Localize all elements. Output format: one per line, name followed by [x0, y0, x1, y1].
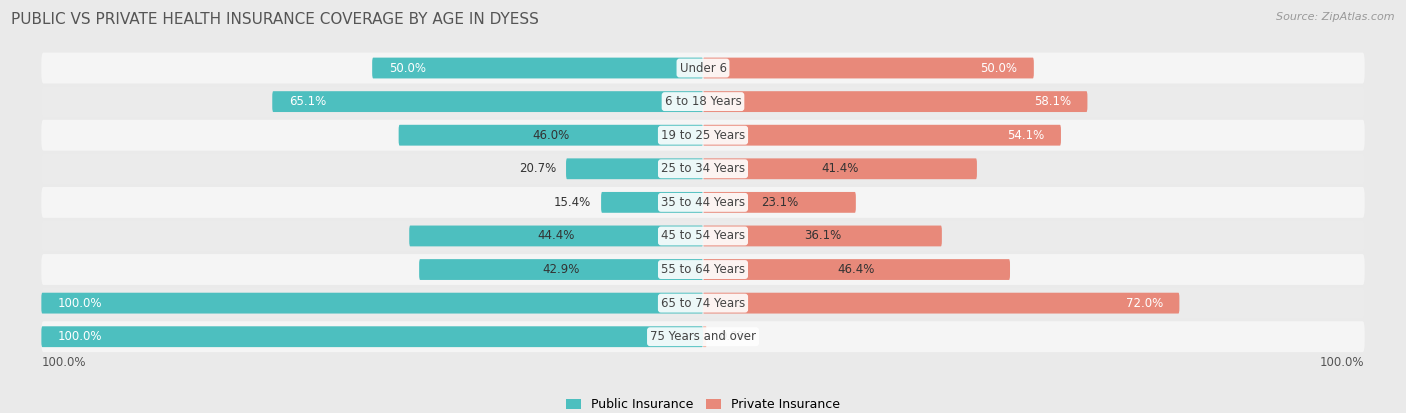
FancyBboxPatch shape [41, 293, 703, 313]
FancyBboxPatch shape [41, 52, 1365, 83]
Text: 65.1%: 65.1% [288, 95, 326, 108]
Text: 55 to 64 Years: 55 to 64 Years [661, 263, 745, 276]
Text: 0.0%: 0.0% [720, 330, 749, 343]
Text: 54.1%: 54.1% [1007, 129, 1045, 142]
FancyBboxPatch shape [41, 321, 1365, 352]
Text: Under 6: Under 6 [679, 62, 727, 74]
FancyBboxPatch shape [703, 58, 1033, 78]
FancyBboxPatch shape [703, 158, 977, 179]
FancyBboxPatch shape [373, 58, 703, 78]
FancyBboxPatch shape [41, 187, 1365, 218]
FancyBboxPatch shape [703, 293, 1180, 313]
FancyBboxPatch shape [703, 91, 1087, 112]
Text: 36.1%: 36.1% [804, 230, 841, 242]
Text: 65 to 74 Years: 65 to 74 Years [661, 297, 745, 310]
Text: 45 to 54 Years: 45 to 54 Years [661, 230, 745, 242]
Text: 6 to 18 Years: 6 to 18 Years [665, 95, 741, 108]
Text: 23.1%: 23.1% [761, 196, 799, 209]
Text: 100.0%: 100.0% [58, 297, 103, 310]
FancyBboxPatch shape [273, 91, 703, 112]
Text: 58.1%: 58.1% [1033, 95, 1071, 108]
FancyBboxPatch shape [602, 192, 703, 213]
Text: 42.9%: 42.9% [543, 263, 579, 276]
FancyBboxPatch shape [41, 86, 1365, 117]
FancyBboxPatch shape [41, 120, 1365, 151]
FancyBboxPatch shape [703, 192, 856, 213]
FancyBboxPatch shape [409, 225, 703, 247]
FancyBboxPatch shape [41, 221, 1365, 252]
FancyBboxPatch shape [703, 259, 1010, 280]
Text: 100.0%: 100.0% [41, 356, 86, 369]
FancyBboxPatch shape [41, 288, 1365, 318]
FancyBboxPatch shape [703, 125, 1062, 146]
FancyBboxPatch shape [41, 326, 703, 347]
Text: 75 Years and over: 75 Years and over [650, 330, 756, 343]
Text: 46.4%: 46.4% [838, 263, 875, 276]
Text: Source: ZipAtlas.com: Source: ZipAtlas.com [1277, 12, 1395, 22]
FancyBboxPatch shape [399, 125, 703, 146]
Text: PUBLIC VS PRIVATE HEALTH INSURANCE COVERAGE BY AGE IN DYESS: PUBLIC VS PRIVATE HEALTH INSURANCE COVER… [11, 12, 538, 27]
FancyBboxPatch shape [41, 153, 1365, 184]
Text: 50.0%: 50.0% [388, 62, 426, 74]
Text: 100.0%: 100.0% [1320, 356, 1365, 369]
Text: 50.0%: 50.0% [980, 62, 1018, 74]
FancyBboxPatch shape [567, 158, 703, 179]
Text: 46.0%: 46.0% [533, 129, 569, 142]
Text: 19 to 25 Years: 19 to 25 Years [661, 129, 745, 142]
Text: 20.7%: 20.7% [519, 162, 557, 175]
Text: 44.4%: 44.4% [537, 230, 575, 242]
Legend: Public Insurance, Private Insurance: Public Insurance, Private Insurance [561, 393, 845, 413]
FancyBboxPatch shape [703, 326, 706, 347]
FancyBboxPatch shape [419, 259, 703, 280]
Text: 41.4%: 41.4% [821, 162, 859, 175]
FancyBboxPatch shape [41, 254, 1365, 285]
Text: 72.0%: 72.0% [1126, 297, 1163, 310]
Text: 15.4%: 15.4% [554, 196, 591, 209]
Text: 100.0%: 100.0% [58, 330, 103, 343]
FancyBboxPatch shape [703, 225, 942, 247]
Text: 25 to 34 Years: 25 to 34 Years [661, 162, 745, 175]
Text: 35 to 44 Years: 35 to 44 Years [661, 196, 745, 209]
